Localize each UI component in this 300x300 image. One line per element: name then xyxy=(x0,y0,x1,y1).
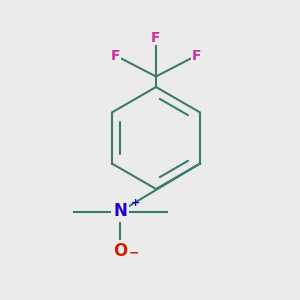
Text: F: F xyxy=(111,49,120,62)
Text: −: − xyxy=(129,246,140,260)
Text: O: O xyxy=(113,242,127,260)
Text: +: + xyxy=(130,197,140,208)
Text: F: F xyxy=(151,31,161,44)
Text: F: F xyxy=(192,49,201,62)
Text: N: N xyxy=(113,202,127,220)
